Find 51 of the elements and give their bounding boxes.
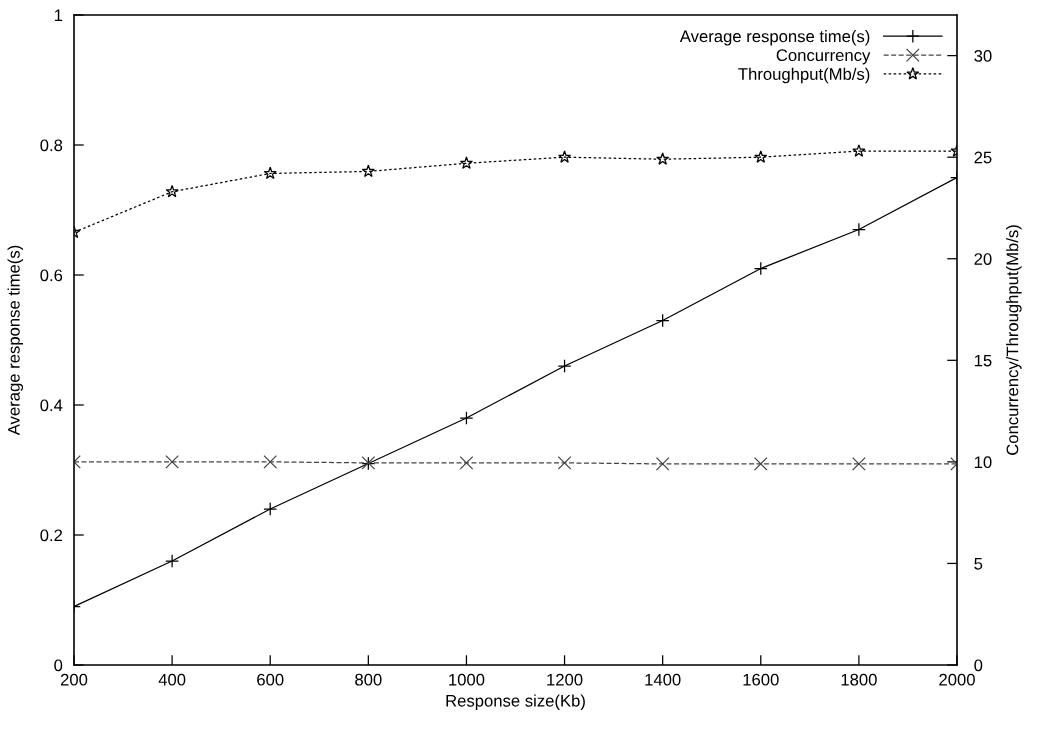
point: [557, 359, 572, 373]
x-tick-label: 2000: [939, 673, 975, 686]
x-tick-label: 200: [60, 673, 88, 686]
point: [165, 184, 179, 198]
x-tick-label: 1400: [645, 673, 681, 686]
point: [852, 144, 866, 157]
point: [754, 150, 768, 163]
point: [852, 457, 866, 471]
x-tick-label: 1600: [743, 673, 779, 686]
x-tick-label: 800: [355, 673, 382, 686]
point: [263, 502, 278, 516]
point: [165, 455, 179, 469]
legend-label: Average response time(s): [679, 30, 870, 46]
point: [655, 313, 670, 328]
y2-tick-label: 25: [974, 151, 992, 164]
y-tick-label: 1: [54, 9, 63, 22]
y-tick-label: 0: [54, 659, 63, 672]
point: [361, 164, 375, 178]
y2-tick-label: 20: [974, 253, 992, 265]
point: [459, 411, 474, 425]
point: [165, 554, 179, 568]
y2-tick-label: 10: [974, 456, 992, 469]
point: [753, 261, 768, 276]
y2-tick-label: 30: [974, 50, 992, 62]
x-tick-label: 600: [257, 673, 284, 686]
point: [263, 455, 278, 469]
y-tick-label: 0.2: [40, 529, 63, 542]
point: [459, 456, 474, 470]
y2-axis-title: Concurrency/Throughput(Mb/s): [1006, 225, 1022, 455]
point: [753, 457, 768, 471]
x-axis-title: Response size(Kb): [446, 694, 585, 710]
point: [852, 222, 866, 237]
point: [656, 152, 670, 165]
legend-label: Concurrency: [776, 49, 871, 65]
point: [557, 456, 572, 470]
y2-tick-label: 15: [974, 354, 992, 367]
y2-tick-label: 0: [974, 659, 983, 672]
legend-label: Throughput(Mb/s): [738, 67, 870, 84]
x-tick-label: 400: [158, 673, 186, 686]
y-tick-label: 0.8: [40, 139, 63, 152]
x-tick-label: 1000: [449, 673, 485, 686]
point: [459, 156, 474, 169]
y-tick-label: 0.4: [40, 399, 63, 412]
point: [655, 457, 670, 471]
point: [557, 150, 572, 163]
y-axis-title: Average response time(s): [7, 245, 24, 436]
x-tick-label: 1200: [547, 673, 583, 686]
x-tick-label: 1800: [841, 673, 877, 686]
y2-tick-label: 5: [974, 558, 983, 570]
y-tick-label: 0.6: [40, 269, 63, 282]
point: [263, 166, 277, 180]
